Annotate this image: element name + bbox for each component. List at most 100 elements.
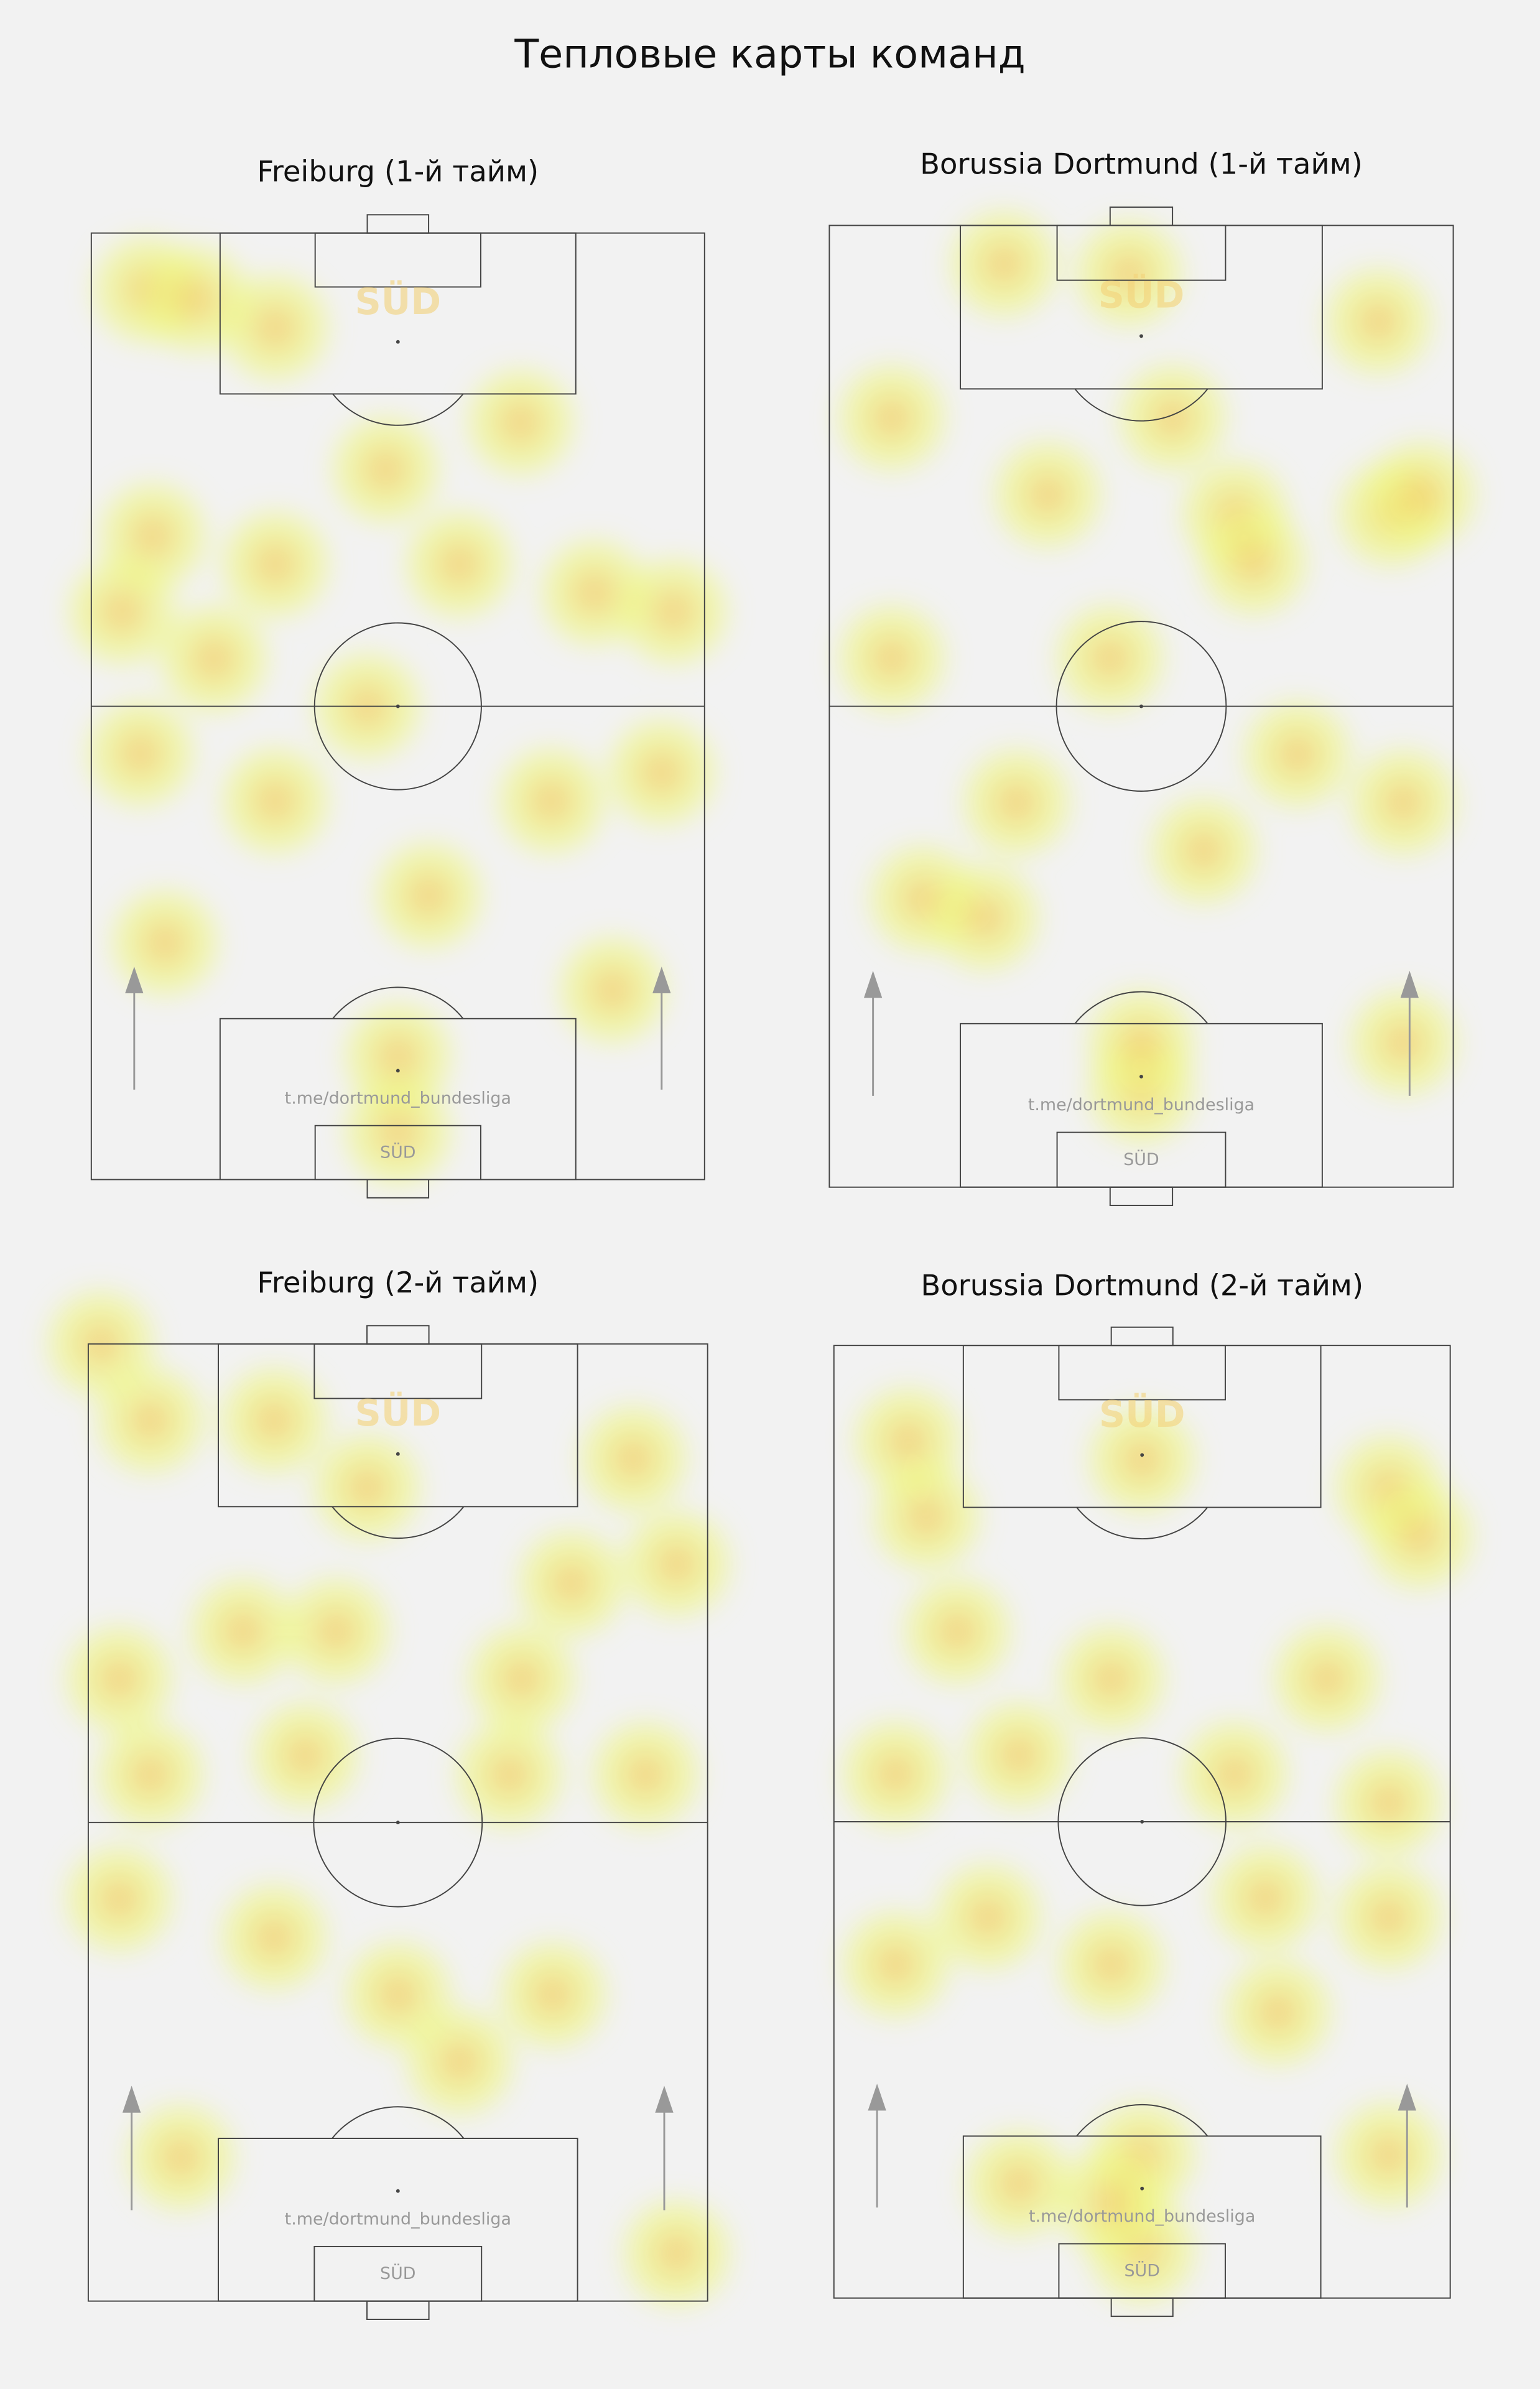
- heat-core: [530, 1972, 576, 2018]
- heat-core: [1355, 299, 1401, 345]
- heat-core: [548, 1560, 595, 1607]
- center-spot: [1140, 1820, 1144, 1824]
- logo-text: SÜD: [1123, 1149, 1159, 1169]
- heat-core: [610, 1436, 656, 1482]
- heat-core: [1088, 1656, 1134, 1702]
- heat-core: [252, 541, 299, 588]
- heat-core: [869, 394, 915, 441]
- goal: [366, 1325, 430, 1345]
- penalty-spot: [396, 340, 400, 344]
- goal: [1110, 2297, 1174, 2317]
- logo-text: SÜD: [380, 1142, 416, 1162]
- logo-faded: SÜD: [355, 280, 441, 323]
- heat-core: [499, 1656, 545, 1702]
- arrow-head: [655, 2085, 674, 2113]
- heat-core: [1212, 1751, 1258, 1798]
- heat-core: [96, 1876, 142, 1923]
- heat-core: [869, 635, 915, 681]
- heat-core: [1396, 1513, 1442, 1559]
- arrow-head: [122, 2085, 141, 2113]
- arrow-head: [1400, 970, 1419, 998]
- heat-core: [1399, 471, 1445, 518]
- heat-core: [654, 2230, 700, 2276]
- heat-core: [158, 2135, 204, 2181]
- penalty-arc: [332, 2106, 465, 2139]
- heat-core: [981, 241, 1027, 287]
- arrow-head: [125, 967, 144, 994]
- logo-text: SÜD: [380, 2263, 416, 2283]
- heat-core: [1087, 635, 1133, 681]
- heat-core: [1088, 1942, 1134, 1988]
- heat-core: [996, 2161, 1042, 2207]
- heat-core: [1149, 394, 1195, 441]
- panel: Freiburg (2-й тайм) t.me/dortmund_bundesl…: [49, 1266, 729, 2320]
- goal: [1109, 206, 1174, 226]
- heat-core: [884, 1417, 931, 1464]
- penalty-spot: [1139, 1074, 1143, 1079]
- figure-title: Тепловые карты команд: [514, 31, 1025, 77]
- heat-core: [436, 541, 483, 588]
- heat-core: [344, 1464, 390, 1511]
- heat-core: [375, 1972, 421, 2018]
- heat-core: [651, 588, 697, 635]
- heat-core: [623, 1751, 669, 1798]
- heat-core: [172, 276, 219, 322]
- heat-core: [965, 1894, 1011, 1940]
- watermark: t.me/dortmund_bundesliga: [1028, 1095, 1255, 1115]
- logo-faded: SÜD: [355, 1391, 441, 1434]
- heat-core: [252, 778, 299, 824]
- heat-core: [934, 1608, 980, 1654]
- penalty-arc: [1074, 991, 1208, 1024]
- heatmap: [840, 212, 1474, 1143]
- heat-core: [127, 1751, 174, 1798]
- penalty-spot: [1140, 1453, 1144, 1457]
- goal: [366, 214, 430, 234]
- heat-core: [117, 730, 164, 777]
- panel-title: Freiburg (2-й тайм): [257, 1266, 539, 1299]
- heat-core: [282, 1732, 328, 1779]
- panel: Borussia Dortmund (1-й тайм) t.me/dortmun…: [828, 147, 1474, 1207]
- penalty-arc: [1074, 388, 1208, 422]
- penalty-arc: [332, 986, 464, 1019]
- heatmap: [843, 1389, 1472, 2303]
- heat-core: [993, 779, 1040, 825]
- center-circle: [313, 622, 482, 791]
- arrow-head: [863, 970, 883, 998]
- heat-core: [375, 1109, 421, 1156]
- heat-core: [220, 1608, 266, 1654]
- heat-core: [1365, 1779, 1412, 1826]
- heat-core: [1088, 2179, 1134, 2226]
- goal: [1109, 1186, 1174, 1207]
- heat-core: [1119, 1437, 1165, 1483]
- goal: [1110, 1326, 1174, 1347]
- panel-title: Borussia Dortmund (1-й тайм): [920, 147, 1363, 181]
- heat-core: [1274, 731, 1320, 777]
- heat-core: [639, 749, 685, 796]
- arrow-head: [868, 2084, 886, 2111]
- heat-core: [1024, 471, 1071, 518]
- heat-core: [313, 1608, 359, 1654]
- heat-core: [127, 1398, 174, 1444]
- center-circle: [313, 1737, 483, 1908]
- heat-core: [1106, 251, 1152, 297]
- heat-core: [1118, 1020, 1164, 1066]
- penalty-arc: [1076, 1506, 1208, 1539]
- heat-core: [873, 1942, 919, 1988]
- heat-core: [251, 1398, 297, 1444]
- heat-core: [571, 570, 618, 616]
- heat-core: [437, 2039, 483, 2085]
- center-spot: [396, 1821, 400, 1825]
- heat-core: [1380, 1020, 1426, 1066]
- heat-core: [1380, 779, 1426, 825]
- heatmap: [70, 238, 726, 1184]
- heat-core: [375, 1033, 421, 1080]
- penalty-spot: [396, 2189, 400, 2193]
- watermark: t.me/dortmund_bundesliga: [285, 2209, 511, 2229]
- penalty-spot: [1139, 334, 1143, 338]
- heat-core: [1365, 2132, 1412, 2178]
- watermark: t.me/dortmund_bundesliga: [285, 1089, 511, 1108]
- heat-core: [142, 920, 188, 966]
- heat-core: [590, 967, 636, 1013]
